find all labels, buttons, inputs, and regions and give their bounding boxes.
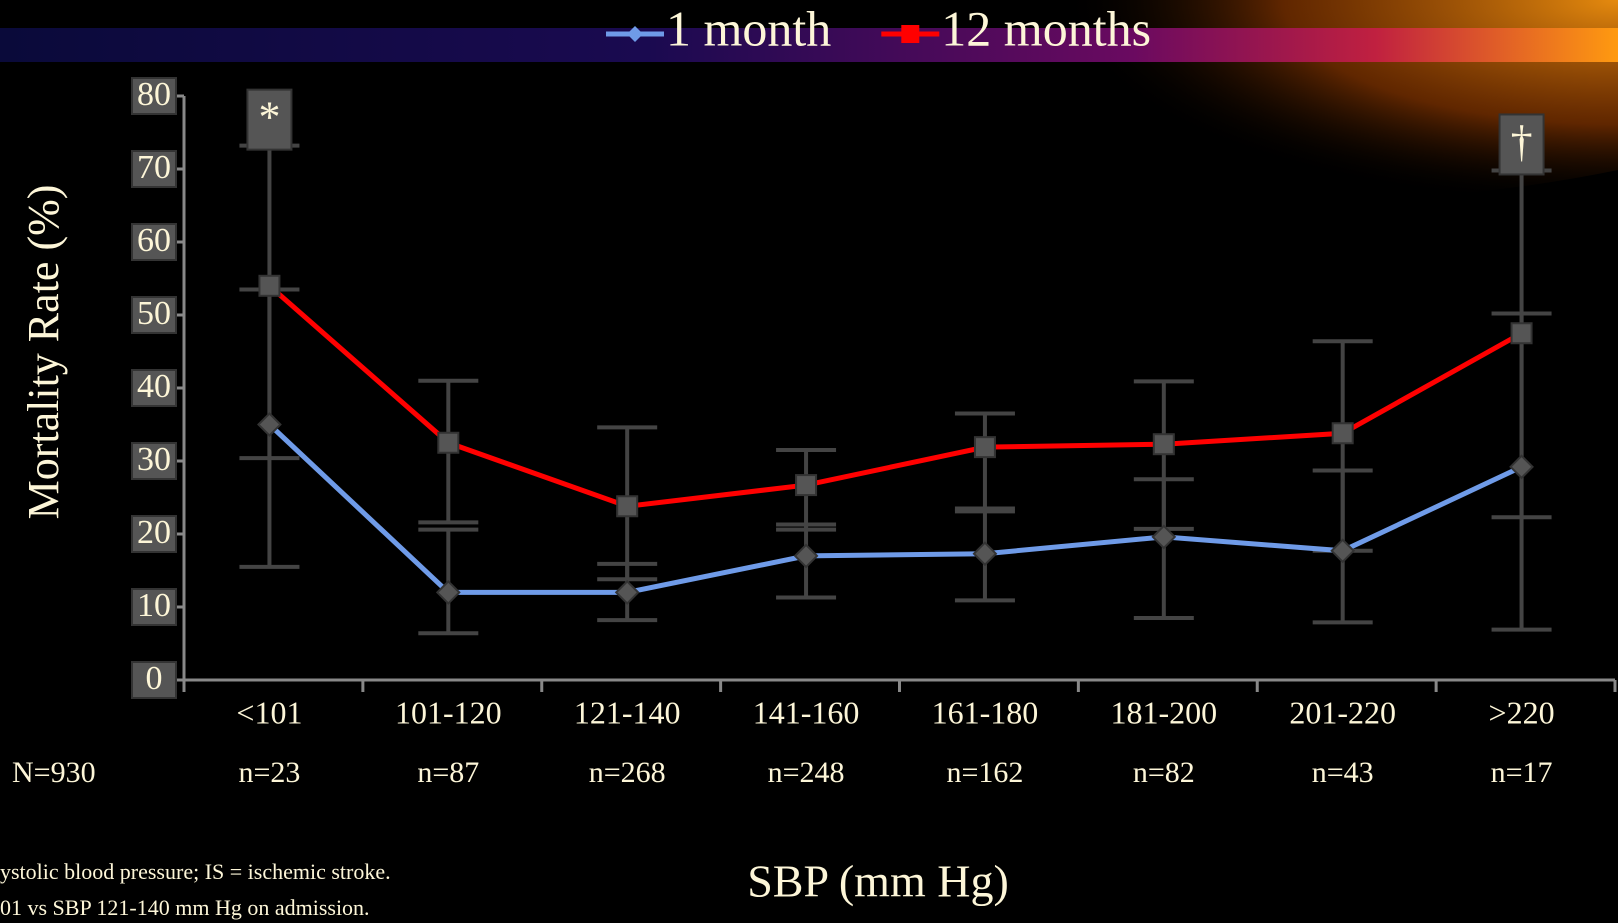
- y-tick-label: 80: [137, 76, 171, 113]
- x-tick-label: <101: [236, 694, 302, 730]
- sample-size: n=268: [589, 756, 666, 789]
- x-axis-title: SBP (mm Hg): [747, 856, 1009, 907]
- marker: [438, 433, 458, 453]
- x-tick-label: 141-160: [753, 694, 860, 730]
- y-tick-label: 0: [146, 660, 163, 697]
- legend-label: 1 month: [666, 0, 831, 56]
- chart: 0 10 20 30 40 50 60 70 80 <101 n=23 101-120 n=87 121-…: [0, 0, 1618, 923]
- annotation: †: [1511, 118, 1533, 167]
- marker: [901, 25, 919, 43]
- marker: [259, 276, 279, 296]
- sample-size: n=17: [1491, 756, 1553, 789]
- annotation: *: [258, 93, 280, 142]
- x-tick-label: 161-180: [932, 694, 1039, 730]
- x-tick-label: >220: [1489, 694, 1555, 730]
- x-tick-label: 201-220: [1289, 694, 1396, 730]
- sample-size: n=162: [946, 756, 1023, 789]
- x-tick-label: 181-200: [1110, 694, 1217, 730]
- y-tick-label: 30: [137, 441, 171, 478]
- y-tick-label: 40: [137, 368, 171, 405]
- marker: [975, 437, 995, 457]
- y-tick-label: 10: [137, 587, 171, 624]
- y-tick-label: 20: [137, 514, 171, 551]
- y-tick-label: 70: [137, 149, 171, 186]
- sample-size: n=248: [768, 756, 845, 789]
- marker: [796, 475, 816, 495]
- total-n: N=930: [12, 756, 96, 789]
- marker: [617, 496, 637, 516]
- legend-label: 12 months: [941, 0, 1151, 56]
- y-axis-title: Mortality Rate (%): [19, 185, 68, 520]
- sample-size: n=23: [238, 756, 300, 789]
- marker: [1512, 323, 1532, 343]
- sample-size: n=82: [1133, 756, 1195, 789]
- sample-size: n=87: [417, 756, 479, 789]
- x-tick-label: 121-140: [574, 694, 681, 730]
- x-tick-label: 101-120: [395, 694, 502, 730]
- y-tick-label: 50: [137, 295, 171, 332]
- footnote: ystolic blood pressure; IS = ischemic st…: [0, 859, 391, 884]
- marker: [1333, 423, 1353, 443]
- y-tick-label: 60: [137, 222, 171, 259]
- sample-size: n=43: [1312, 756, 1374, 789]
- marker: [1154, 434, 1174, 454]
- footnote: 01 vs SBP 121-140 mm Hg on admission.: [0, 895, 370, 920]
